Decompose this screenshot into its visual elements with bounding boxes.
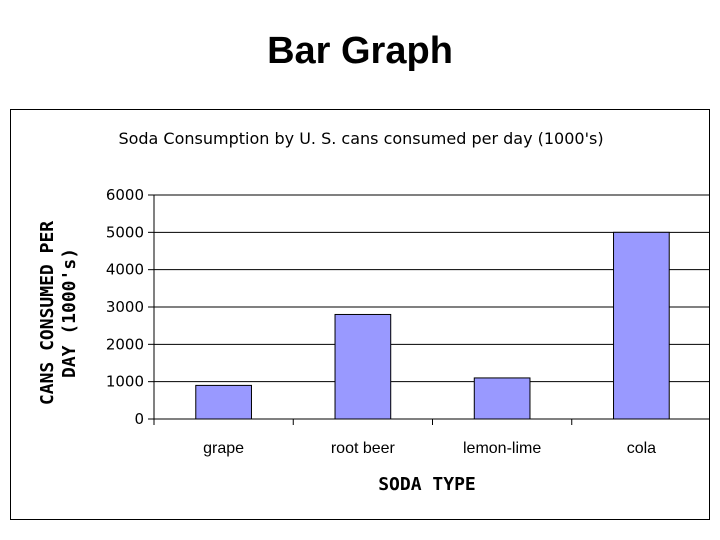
chart-title: Soda Consumption by U. S. cans consumed … (118, 129, 603, 148)
y-tick-label: 6000 (106, 186, 144, 204)
y-axis-title-line-2: DAY (1000's) (59, 248, 80, 378)
x-axis-title: SODA TYPE (378, 474, 476, 495)
bar-cola (613, 231, 670, 420)
bar-chart: Soda Consumption by U. S. cans consumed … (37, 129, 709, 495)
x-category-label: grape (203, 440, 244, 457)
x-category-label: root beer (331, 440, 396, 457)
y-axis-title-line-1: CANS CONSUMED PER (37, 221, 58, 405)
bar-root-beer (334, 313, 392, 420)
bars (195, 231, 670, 420)
x-category-label: cola (627, 440, 656, 457)
y-tick-label: 1000 (106, 373, 144, 391)
bar-grape (195, 384, 252, 420)
y-tick-label: 2000 (106, 335, 144, 353)
x-category-label: lemon-lime (463, 440, 541, 457)
y-tick-label: 0 (134, 410, 144, 428)
y-tick-label: 5000 (106, 223, 144, 241)
x-axis-ticks (153, 419, 573, 425)
bar-lemon-lime (473, 377, 531, 420)
y-axis-title: CANS CONSUMED PER DAY (1000's) (37, 221, 80, 405)
slide-title: Bar Graph (267, 30, 453, 72)
y-tick-label: 3000 (106, 298, 144, 316)
y-tick-label: 4000 (106, 261, 144, 279)
category-labels: grape root beer lemon-lime cola (203, 440, 656, 457)
chart-frame: Soda Consumption by U. S. cans consumed … (10, 109, 710, 520)
y-axis-ticks: 0 1000 2000 3000 4000 5000 6000 (106, 186, 154, 428)
